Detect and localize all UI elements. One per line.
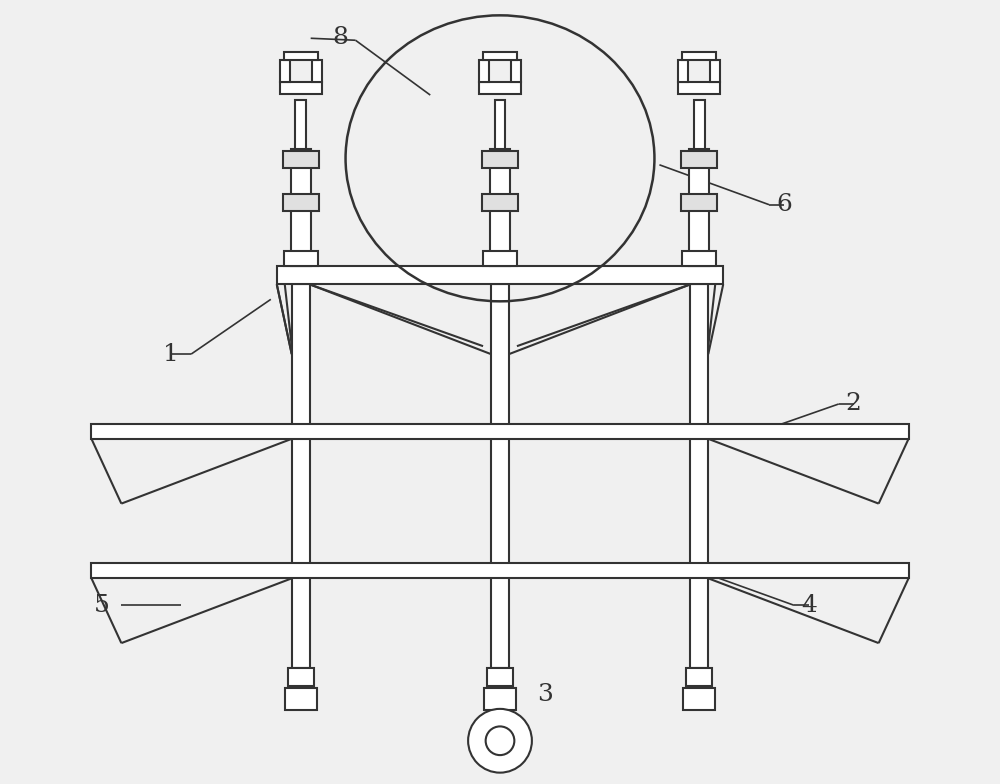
Bar [491, 285, 509, 668]
Bar [280, 60, 290, 82]
Bar [280, 82, 322, 94]
Bar [686, 668, 712, 686]
Bar [678, 82, 720, 94]
Bar [678, 60, 688, 82]
Text: 6: 6 [776, 193, 792, 216]
Bar [483, 251, 517, 267]
Bar [284, 251, 318, 267]
Bar [479, 82, 521, 94]
Bar [511, 60, 521, 82]
Bar [681, 194, 717, 212]
Bar [490, 149, 510, 267]
Bar [682, 251, 716, 267]
Bar [689, 149, 709, 267]
Bar [484, 688, 516, 710]
Bar [91, 424, 909, 439]
Bar [683, 688, 715, 710]
Bar [690, 285, 708, 668]
Bar [91, 564, 909, 579]
Bar [710, 60, 720, 82]
Text: 5: 5 [93, 593, 109, 617]
Bar [283, 194, 319, 212]
Bar [681, 151, 717, 169]
Bar [284, 52, 318, 60]
Bar [694, 100, 705, 149]
Bar [292, 285, 310, 668]
Bar [277, 267, 723, 285]
Text: 1: 1 [163, 343, 179, 365]
Bar [285, 688, 317, 710]
Text: 2: 2 [846, 393, 862, 416]
Bar [283, 151, 319, 169]
Text: 4: 4 [801, 593, 817, 617]
Bar [487, 668, 513, 686]
Text: 8: 8 [333, 26, 349, 49]
Bar [479, 60, 489, 82]
Bar [483, 52, 517, 60]
Bar [288, 668, 314, 686]
Bar [495, 100, 505, 149]
Bar [482, 151, 518, 169]
Circle shape [486, 727, 514, 755]
Bar [291, 149, 311, 267]
Circle shape [468, 709, 532, 773]
Bar [312, 60, 322, 82]
Text: 3: 3 [537, 684, 553, 706]
Bar [482, 194, 518, 212]
Bar [295, 100, 306, 149]
Bar [682, 52, 716, 60]
